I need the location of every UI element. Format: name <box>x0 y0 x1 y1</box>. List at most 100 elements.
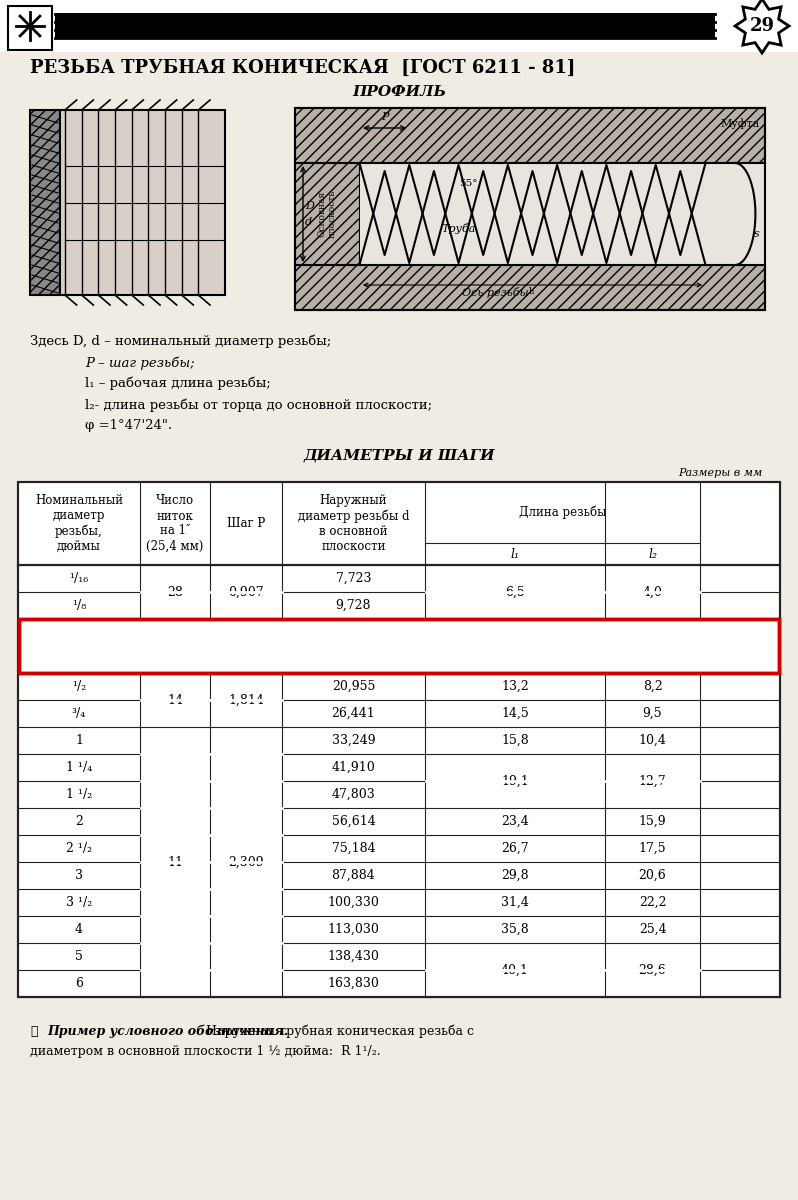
Bar <box>19 619 779 673</box>
Text: Труба: Труба <box>441 223 476 234</box>
Bar <box>55 14 715 38</box>
Bar <box>55 32 715 38</box>
Text: 1,814: 1,814 <box>228 694 264 707</box>
Text: l₁: l₁ <box>529 287 536 296</box>
Text: Длина резьбы: Длина резьбы <box>519 505 606 520</box>
Text: ¹/₁₆: ¹/₁₆ <box>69 572 89 584</box>
Text: 9,728: 9,728 <box>336 599 371 612</box>
Bar <box>360 163 765 265</box>
Text: 3: 3 <box>75 869 83 882</box>
Text: ➤: ➤ <box>30 1025 38 1038</box>
Text: Глава 3.  РЕЗЬБЫ: Глава 3. РЕЗЬБЫ <box>333 18 465 31</box>
Text: 8,2: 8,2 <box>642 680 662 692</box>
Text: Здесь D, d – номинальный диаметр резьбы;: Здесь D, d – номинальный диаметр резьбы; <box>30 335 331 348</box>
Text: 13,157: 13,157 <box>332 626 375 638</box>
Bar <box>55 16 715 36</box>
Text: P – шаг резьбы;: P – шаг резьбы; <box>85 356 195 370</box>
Text: 19: 19 <box>167 640 183 653</box>
Text: 6,5: 6,5 <box>505 586 525 599</box>
Bar <box>60 110 225 295</box>
Bar <box>18 482 780 997</box>
Text: Наружный
диаметр резьбы d
в основной
плоскости: Наружный диаметр резьбы d в основной пло… <box>298 494 409 553</box>
Text: 40,1: 40,1 <box>501 964 529 977</box>
Text: 31,4: 31,4 <box>501 896 529 910</box>
Bar <box>8 6 52 50</box>
Bar <box>295 163 360 265</box>
Text: 25,4: 25,4 <box>638 923 666 936</box>
Text: 10,4: 10,4 <box>638 734 666 746</box>
Text: 14,5: 14,5 <box>501 707 529 720</box>
Text: l₁: l₁ <box>511 547 519 560</box>
Text: 26,7: 26,7 <box>501 842 529 854</box>
Text: 26,441: 26,441 <box>332 707 375 720</box>
Text: ³/₄: ³/₄ <box>72 707 86 720</box>
Text: ¹/₄: ¹/₄ <box>72 626 86 638</box>
Text: диаметром в основной плоскости 1 ½ дюйма:  R 1¹/₂.: диаметром в основной плоскости 1 ½ дюйма… <box>30 1045 381 1058</box>
Bar <box>18 482 780 997</box>
Text: 6,0: 6,0 <box>642 626 662 638</box>
Bar <box>295 108 765 310</box>
Text: ¹/₈: ¹/₈ <box>72 599 86 612</box>
Text: Ось резьбы: Ось резьбы <box>462 287 528 298</box>
Text: 22,2: 22,2 <box>638 896 666 910</box>
Text: 87,884: 87,884 <box>332 869 375 882</box>
Text: ³/₈: ³/₈ <box>72 653 86 666</box>
Text: 33,249: 33,249 <box>332 734 375 746</box>
Text: 2,309: 2,309 <box>228 856 264 869</box>
Text: ¹/₂: ¹/₂ <box>72 680 86 692</box>
Text: 15,9: 15,9 <box>638 815 666 828</box>
Text: 3 ¹/₂: 3 ¹/₂ <box>66 896 92 910</box>
Text: ПРОФИЛЬ: ПРОФИЛЬ <box>352 85 446 98</box>
Text: 12,7: 12,7 <box>638 774 666 787</box>
Text: P: P <box>381 112 389 122</box>
Text: 6,4: 6,4 <box>642 653 662 666</box>
Bar <box>30 110 60 295</box>
Bar <box>295 265 765 310</box>
Text: Основная
плоскость: Основная плоскость <box>318 190 337 238</box>
Text: 56,614: 56,614 <box>332 815 375 828</box>
Text: Шаг P: Шаг P <box>227 517 265 530</box>
Text: 29: 29 <box>749 17 775 35</box>
Text: 2: 2 <box>75 815 83 828</box>
Text: 100,330: 100,330 <box>327 896 379 910</box>
Text: 16,662: 16,662 <box>332 653 375 666</box>
Text: 23,4: 23,4 <box>501 815 529 828</box>
Text: 6: 6 <box>75 977 83 990</box>
Text: 20,955: 20,955 <box>332 680 375 692</box>
Text: 1,337: 1,337 <box>228 640 264 653</box>
Text: 28,6: 28,6 <box>638 964 666 977</box>
Text: 1 ¹/₄: 1 ¹/₄ <box>66 761 92 774</box>
Text: l₂- длина резьбы от торца до основной плоскости;: l₂- длина резьбы от торца до основной пл… <box>85 398 433 412</box>
Bar <box>0 0 798 52</box>
Text: 28: 28 <box>167 586 183 599</box>
Text: 1 ¹/₂: 1 ¹/₂ <box>66 788 92 802</box>
Text: d: d <box>305 217 312 227</box>
Text: l₂: l₂ <box>648 547 657 560</box>
Text: Наружная трубная коническая резьба с: Наружная трубная коническая резьба с <box>202 1025 474 1038</box>
Text: φ =1°47'24".: φ =1°47'24". <box>85 419 172 432</box>
Text: 14: 14 <box>167 694 183 707</box>
Text: 4: 4 <box>75 923 83 936</box>
Text: 163,830: 163,830 <box>327 977 379 990</box>
Polygon shape <box>735 0 789 53</box>
Text: 29,8: 29,8 <box>501 869 529 882</box>
Text: 9,5: 9,5 <box>642 707 662 720</box>
Text: Пример условного обозначения.: Пример условного обозначения. <box>47 1025 288 1038</box>
Text: 20,6: 20,6 <box>638 869 666 882</box>
Text: 15,8: 15,8 <box>501 734 529 746</box>
Text: Число
ниток
на 1″
(25,4 мм): Число ниток на 1″ (25,4 мм) <box>146 494 203 552</box>
Text: 35,8: 35,8 <box>501 923 529 936</box>
Text: D: D <box>305 200 314 211</box>
Text: 47,803: 47,803 <box>332 788 375 802</box>
Text: ДИАМЕТРЫ И ШАГИ: ДИАМЕТРЫ И ШАГИ <box>303 448 495 462</box>
Text: 113,030: 113,030 <box>327 923 379 936</box>
Text: 13,2: 13,2 <box>501 680 529 692</box>
Text: 75,184: 75,184 <box>332 842 375 854</box>
Text: 1: 1 <box>75 734 83 746</box>
Text: Номинальный
диаметр
резьбы,
дюймы: Номинальный диаметр резьбы, дюймы <box>35 494 123 553</box>
Text: 41,910: 41,910 <box>332 761 375 774</box>
Text: 4,0: 4,0 <box>642 586 662 599</box>
Text: 55°: 55° <box>459 179 478 187</box>
Text: 5: 5 <box>75 950 83 962</box>
Text: 9,7: 9,7 <box>505 626 525 638</box>
